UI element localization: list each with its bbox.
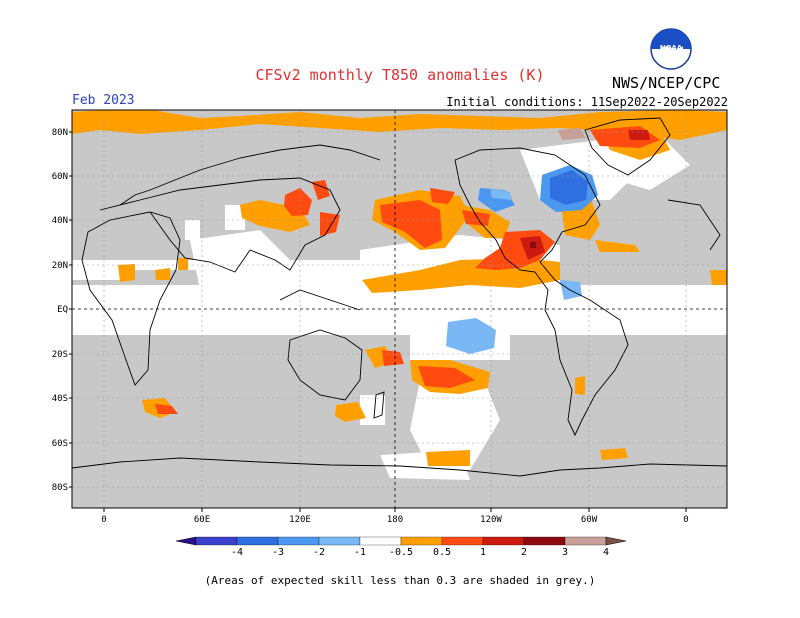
lat-label: EQ [57, 305, 68, 315]
lon-label: 180 [387, 515, 403, 525]
colorbar-swatch [236, 536, 279, 546]
colorbar-swatch [359, 536, 402, 546]
lat-label: 80S [52, 483, 68, 493]
colorbar-swatch [482, 536, 525, 546]
agency-label: NWS/NCEP/CPC [612, 74, 721, 92]
skill-footnote: (Areas of expected skill less than 0.3 a… [204, 574, 596, 587]
colorbar-label: 3 [562, 547, 568, 558]
colorbar-label: -0.5 [389, 547, 413, 558]
colorbar-swatch [400, 536, 443, 546]
lon-label: 0 [683, 515, 688, 525]
colorbar-max-arrow [605, 536, 627, 546]
colorbar-label: -4 [231, 547, 243, 558]
lon-label: 120W [480, 515, 502, 525]
lon-label: 120E [289, 515, 311, 525]
lat-label: 20N [52, 261, 68, 271]
lat-label: 40N [52, 216, 68, 226]
colorbar-swatch [441, 536, 484, 546]
colorbar-label: 0.5 [433, 547, 451, 558]
lat-label: 20S [52, 350, 68, 360]
colorbar-swatch [195, 536, 238, 546]
colorbar: -4 -3 -2 -1 -0.5 0.5 1 2 3 4 [175, 536, 627, 558]
forecast-month: Feb 2023 [72, 93, 135, 108]
initial-conditions: Initial conditions: 11Sep2022-20Sep2022 [446, 95, 728, 109]
lon-label: 60W [581, 515, 598, 525]
colorbar-swatch [564, 536, 607, 546]
noaa-logo-icon: NOAA [650, 28, 692, 70]
colorbar-label: 1 [480, 547, 486, 558]
lat-label: 60S [52, 439, 68, 449]
colorbar-label: 4 [603, 547, 609, 558]
colorbar-label: -3 [272, 547, 284, 558]
svg-text:NOAA: NOAA [660, 44, 683, 52]
colorbar-swatch [277, 536, 320, 546]
lat-label: 60N [52, 172, 68, 182]
coastlines [72, 117, 727, 477]
longitude-labels: 0 60E 120E 180 120W 60W 0 [101, 508, 689, 525]
colorbar-label: -1 [354, 547, 366, 558]
latitude-labels: 80N 60N 40N 20N EQ 20S 40S 60S 80S [52, 128, 72, 493]
lat-label: 80N [52, 128, 68, 138]
lat-label: 40S [52, 394, 68, 404]
map-title: CFSv2 monthly T850 anomalies (K) [255, 66, 545, 84]
lon-label: 60E [194, 515, 210, 525]
colorbar-swatch [318, 536, 361, 546]
colorbar-swatch [523, 536, 566, 546]
lon-label: 0 [101, 515, 106, 525]
cool-anomaly-2-3 [550, 170, 588, 205]
colorbar-label: 2 [521, 547, 527, 558]
colorbar-min-arrow [175, 536, 197, 546]
colorbar-label: -2 [313, 547, 325, 558]
